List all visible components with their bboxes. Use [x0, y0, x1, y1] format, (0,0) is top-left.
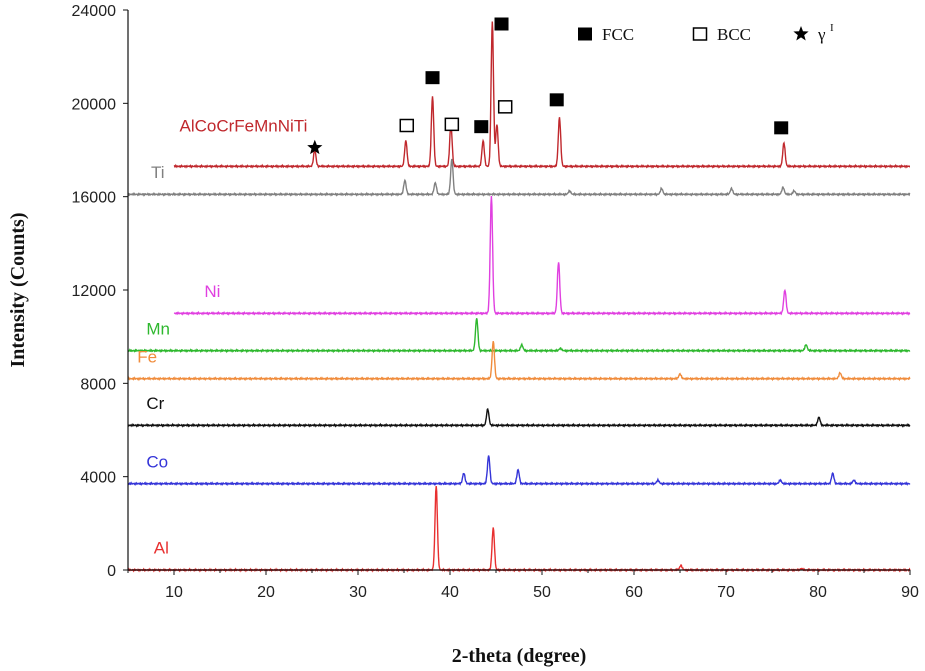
filled-square-marker [474, 120, 489, 134]
y-tick-label: 4000 [80, 470, 116, 487]
axes: 10 20 30 40 50 60 70 80 90 0 4000 8000 12000 16000 200… [72, 3, 920, 601]
legend-label: FCC [602, 25, 634, 44]
x-tick-label: 50 [533, 584, 551, 601]
series-label-al: Al [154, 539, 169, 558]
series-line-co [127, 455, 911, 487]
y-tick-label: 16000 [72, 190, 117, 207]
phase-markers [307, 17, 789, 155]
x-tick-label: 20 [257, 584, 275, 601]
x-axis-title: 2-theta (degree) [452, 645, 587, 667]
open-square-marker [399, 118, 415, 133]
series-label-fe: Fe [137, 347, 157, 366]
filled-square-marker [549, 93, 564, 107]
series-traces [127, 21, 911, 573]
filled-square-marker [494, 17, 509, 31]
series-label-alcocrfemnniti: AlCoCrFeMnNiTi [180, 116, 308, 135]
series-labels: AlCoCrFeMnNiTi Ti Ni Mn Fe Cr Co Al [137, 116, 307, 557]
x-tick-label: 10 [165, 584, 183, 601]
legend-label: γ [817, 25, 826, 44]
series-line-cr [127, 407, 911, 428]
series-label-co: Co [146, 452, 168, 471]
filled-square-icon [578, 27, 592, 41]
open-square-marker [497, 100, 513, 114]
x-tick-label: 80 [809, 584, 827, 601]
series-label-cr: Cr [146, 394, 164, 413]
series-line-mn [127, 318, 911, 354]
y-tick-label: 20000 [72, 96, 117, 113]
x-tick-label: 70 [717, 584, 735, 601]
y-tick-label: 8000 [80, 376, 116, 393]
y-tick-label: 24000 [72, 3, 117, 20]
open-square-marker [444, 117, 460, 132]
filled-square-marker [774, 121, 789, 135]
x-tick-label: 30 [349, 584, 367, 601]
legend-superscript: I [830, 22, 834, 34]
series-label-mn: Mn [146, 319, 170, 338]
open-square-icon [692, 27, 708, 41]
legend: FCC BCC γ I [578, 22, 834, 44]
series-line-al [127, 485, 911, 573]
filled-square-marker [425, 71, 440, 85]
star-marker [307, 139, 323, 155]
legend-item-bcc: BCC [692, 25, 751, 44]
x-tick-label: 60 [625, 584, 643, 601]
series-line-fe [127, 341, 911, 382]
legend-item-fcc: FCC [578, 25, 634, 44]
y-tick-label: 0 [107, 563, 116, 580]
series-label-ni: Ni [204, 282, 220, 301]
legend-label: BCC [717, 25, 751, 44]
series-line-ti [127, 158, 911, 197]
y-tick-label: 12000 [72, 283, 117, 300]
x-tick-label: 90 [901, 584, 919, 601]
y-axis-title: Intensity (Counts) [7, 212, 29, 367]
series-line-alcocrfemnniti [173, 21, 911, 169]
star-icon [793, 26, 809, 41]
x-tick-label: 40 [441, 584, 459, 601]
series-line-ni [173, 195, 911, 316]
series-label-ti: Ti [151, 163, 165, 182]
